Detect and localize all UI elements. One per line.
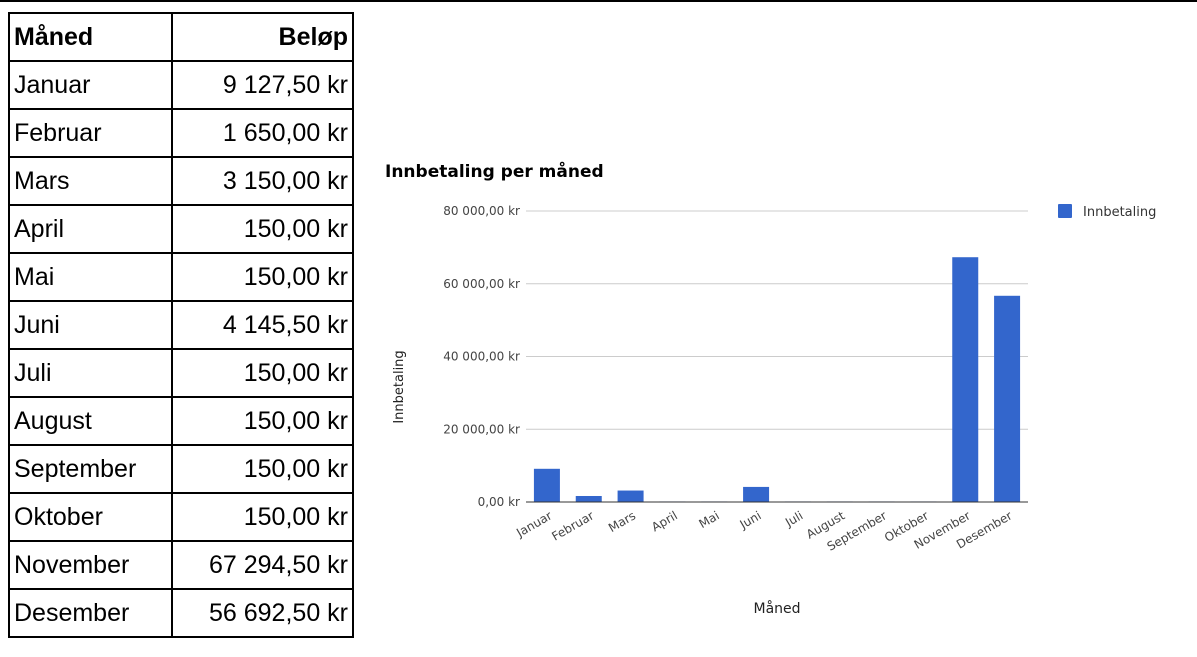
top-rule <box>0 0 1197 2</box>
x-tick-label: April <box>649 508 680 534</box>
table-row: Januar 9 127,50 kr <box>8 60 354 110</box>
x-tick-label: Juli <box>782 508 805 530</box>
table-row: Februar 1 650,00 kr <box>8 108 354 158</box>
y-tick-label: 60 000,00 kr <box>443 277 520 291</box>
x-tick-label: Januar <box>513 508 554 540</box>
amount-cell: 150,00 kr <box>171 492 354 542</box>
gridlines <box>526 210 1028 430</box>
table-row: Oktober 150,00 kr <box>8 492 354 542</box>
x-tick-label: Mars <box>606 508 638 535</box>
bar-juni <box>743 486 770 502</box>
amount-cell: 1 650,00 kr <box>171 108 354 158</box>
payments-table: Måned Beløp Januar 9 127,50 kr Februar 1 65… <box>8 12 354 638</box>
x-tick-label: Mai <box>697 508 722 531</box>
y-tick-label: 0,00 kr <box>478 495 520 509</box>
month-cell: Februar <box>8 108 173 158</box>
amount-cell: 150,00 kr <box>171 396 354 446</box>
month-cell: Juni <box>8 300 173 350</box>
month-cell: Mars <box>8 156 173 206</box>
month-cell: August <box>8 396 173 446</box>
y-tick-labels: 0,00 kr 20 000,00 kr 40 000,00 kr 60 000,00… <box>443 204 520 509</box>
table-row: April 150,00 kr <box>8 204 354 254</box>
month-cell: April <box>8 204 173 254</box>
bar-november <box>952 257 979 502</box>
bar-chart: Innbetaling per måned 0,00 kr 20 000,00 k… <box>385 160 1156 617</box>
amount-cell: 3 150,00 kr <box>171 156 354 206</box>
table-row: Juli 150,00 kr <box>8 348 354 398</box>
bar-desember <box>994 295 1021 502</box>
table-row: Desember 56 692,50 kr <box>8 588 354 638</box>
amount-cell: 150,00 kr <box>171 348 354 398</box>
header-month: Måned <box>8 12 173 62</box>
table-row: August 150,00 kr <box>8 396 354 446</box>
x-tick-label: Juni <box>737 508 764 532</box>
amount-cell: 150,00 kr <box>171 444 354 494</box>
amount-cell: 4 145,50 kr <box>171 300 354 350</box>
table-row: November 67 294,50 kr <box>8 540 354 590</box>
amount-cell: 56 692,50 kr <box>171 588 354 638</box>
bars <box>533 257 1021 502</box>
chart-container: Innbetaling per måned 0,00 kr 20 000,00 k… <box>352 0 1197 657</box>
table-row: September 150,00 kr <box>8 444 354 494</box>
bar-januar <box>533 468 560 502</box>
month-cell: Oktober <box>8 492 173 542</box>
month-cell: November <box>8 540 173 590</box>
y-tick-label: 80 000,00 kr <box>443 204 520 218</box>
chart-title: Innbetaling per måned <box>385 160 604 182</box>
month-cell: Juli <box>8 348 173 398</box>
month-cell: Mai <box>8 252 173 302</box>
table-row: Mai 150,00 kr <box>8 252 354 302</box>
legend: Innbetaling <box>1058 204 1156 220</box>
x-tick-label: Februar <box>549 508 596 543</box>
y-tick-label: 40 000,00 kr <box>443 350 520 364</box>
amount-cell: 150,00 kr <box>171 252 354 302</box>
bar-februar <box>575 495 602 502</box>
amount-cell: 67 294,50 kr <box>171 540 354 590</box>
table-header-row: Måned Beløp <box>8 12 354 62</box>
month-cell: Desember <box>8 588 173 638</box>
table-row: Mars 3 150,00 kr <box>8 156 354 206</box>
legend-swatch <box>1058 204 1072 218</box>
month-cell: September <box>8 444 173 494</box>
legend-label: Innbetaling <box>1083 205 1156 220</box>
y-tick-label: 20 000,00 kr <box>443 422 520 436</box>
table-row: Juni 4 145,50 kr <box>8 300 354 350</box>
y-axis-label: Innbetaling <box>392 350 407 423</box>
header-amount: Beløp <box>171 12 354 62</box>
bar-mars <box>617 490 644 502</box>
amount-cell: 9 127,50 kr <box>171 60 354 110</box>
month-cell: Januar <box>8 60 173 110</box>
x-axis-label: Måned <box>753 600 800 617</box>
amount-cell: 150,00 kr <box>171 204 354 254</box>
